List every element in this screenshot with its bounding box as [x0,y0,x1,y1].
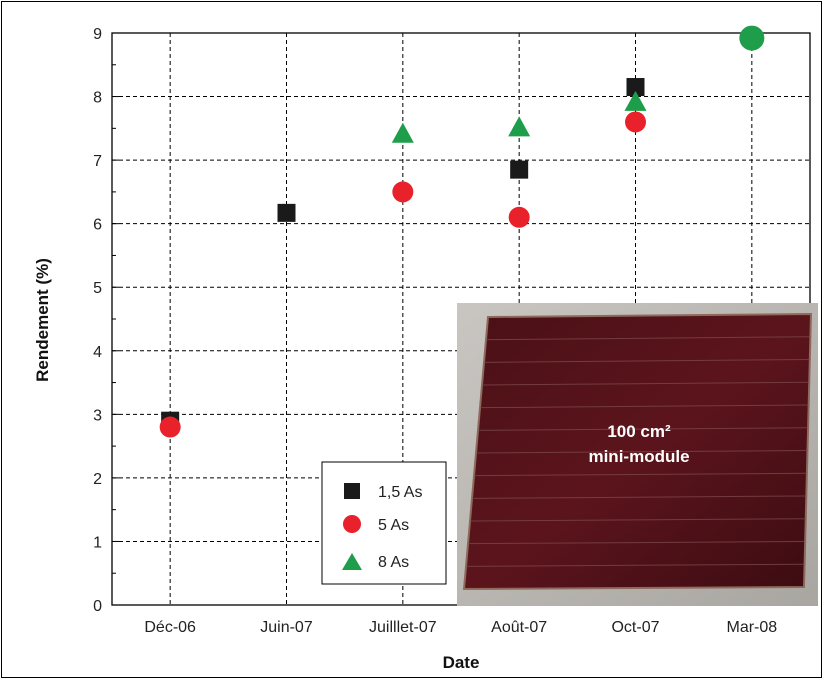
legend-marker-8-as [342,553,362,570]
legend-label-5-as: 5 As [378,517,409,534]
y-tick-label: 3 [93,407,102,424]
x-tick-label-oct-07: Oct-07 [611,619,659,636]
module-cell-line [479,404,809,409]
x-tick-label-aout-07: Août-07 [491,619,547,636]
x-tick-label-juilllet-07: Juilllet-07 [369,619,437,636]
legend-marker-1-5-as [344,483,360,499]
module-cell-line [485,336,811,341]
module-cell-line [483,359,810,363]
point-5-as [159,416,181,438]
x-tick-label-juin-07: Juin-07 [260,619,313,636]
inset-label-line1: 100 cm² [607,422,671,441]
module-cell-line [481,381,810,386]
y-tick-label: 1 [93,534,102,551]
y-tick-label: 7 [93,153,102,170]
module-cell-line [475,450,808,454]
y-tick-label: 5 [93,280,102,297]
inset-label-line2: mini-module [588,447,689,466]
legend-label-1-5-as: 1,5 As [378,484,422,501]
mini-module-photo: 100 cm² mini-module [457,303,818,606]
y-tick-label: 6 [93,217,102,234]
module-cell-line [467,541,806,545]
module-cell-line [473,472,807,477]
y-tick-label: 0 [93,598,102,615]
axis-ticks: 0 1 2 3 4 5 6 7 8 9 Déc-06 Juin-07 Juilllet-07 Août-0… [93,26,777,636]
y-tick-label: 9 [93,26,102,43]
point-8-as [624,90,647,111]
module-cell-line [469,518,806,522]
x-tick-label-mar-08: Mar-08 [726,619,777,636]
y-axis-label: Rendement (%) [33,258,52,382]
legend-label-8-as: 8 As [378,554,409,571]
y-tick-label: 4 [93,344,102,361]
legend-marker-5-as [343,515,361,533]
legend: 1,5 As 5 As 8 As [321,461,447,585]
point-1-5-as [277,203,296,222]
x-axis-label: Date [443,653,480,672]
point-1-5-as [510,160,529,179]
module-cell-line [465,563,805,567]
point-8-as [508,116,531,137]
data-marks [159,25,765,438]
point-8-as [391,122,414,143]
point-8-as [739,25,765,51]
y-tick-label: 8 [93,90,102,107]
point-5-as [508,206,530,228]
point-5-as [625,111,646,133]
module-cell-line [471,495,807,499]
point-5-as [392,181,414,203]
x-tick-label-dec-06: Déc-06 [144,619,196,636]
y-tick-label: 2 [93,471,102,488]
point-1-5-as [626,78,645,97]
module-cell-line [477,427,809,431]
